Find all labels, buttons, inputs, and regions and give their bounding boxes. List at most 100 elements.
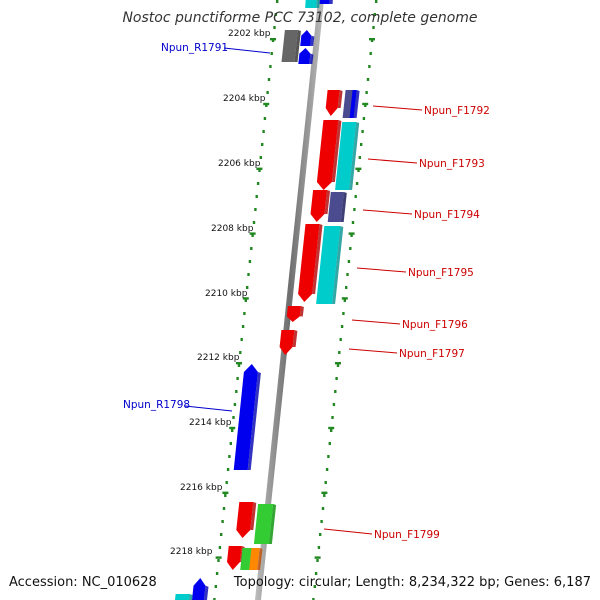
track-tick bbox=[236, 362, 242, 365]
red-gene-shade bbox=[337, 90, 343, 108]
accession-text: Accession: NC_010628 bbox=[9, 575, 157, 590]
track-dot bbox=[250, 247, 253, 250]
track-dot bbox=[358, 156, 361, 159]
green-gene bbox=[253, 504, 274, 544]
cyan-gene bbox=[316, 226, 341, 304]
red-gene bbox=[227, 546, 242, 570]
track-dot bbox=[274, 13, 277, 16]
blue-gene-shade bbox=[353, 90, 360, 118]
track-dot bbox=[258, 169, 261, 172]
label-leaders bbox=[184, 47, 423, 535]
track-dot bbox=[340, 325, 344, 328]
track-dot bbox=[231, 429, 234, 432]
track-dot bbox=[331, 416, 334, 419]
track-dot bbox=[373, 13, 376, 16]
tick-label: 2216 kbp bbox=[180, 483, 223, 493]
tick-labels: 2202 kbp 2204 kbp 2206 kbp 2208 kbp 2210… bbox=[170, 29, 271, 557]
track-tick bbox=[369, 38, 375, 41]
track-dot bbox=[270, 52, 273, 55]
track-dot bbox=[375, 0, 378, 3]
track-dot bbox=[370, 39, 374, 42]
purple-gene-shade bbox=[340, 192, 347, 222]
track-dot bbox=[247, 273, 250, 276]
track-tick bbox=[242, 297, 249, 300]
red-gene-shade bbox=[250, 502, 257, 530]
track-dot bbox=[350, 234, 353, 237]
gene-label-npun-f1796: Npun_F1796 bbox=[402, 319, 468, 331]
track-dot bbox=[244, 299, 247, 302]
track-dot bbox=[338, 351, 341, 354]
gray-gene-shade bbox=[294, 30, 301, 62]
track-dot bbox=[224, 494, 227, 497]
track-dot bbox=[214, 585, 217, 588]
track-dot bbox=[320, 520, 323, 523]
track-dot bbox=[271, 39, 275, 42]
cyan-gene bbox=[175, 594, 190, 600]
tick-label: 2214 kbp bbox=[189, 418, 232, 428]
track-dot bbox=[246, 286, 249, 289]
tick-label: 2212 kbp bbox=[197, 353, 240, 363]
track-dot bbox=[217, 559, 220, 562]
track-dot bbox=[220, 533, 223, 536]
green-gene bbox=[240, 548, 252, 570]
track-tick bbox=[328, 426, 335, 430]
track-dot bbox=[235, 390, 238, 393]
track-dot bbox=[319, 533, 322, 536]
track-dot bbox=[240, 338, 243, 341]
leader-line bbox=[362, 209, 413, 215]
track-tick bbox=[270, 38, 276, 41]
green-gene-shade bbox=[268, 504, 277, 544]
blue-gene bbox=[349, 90, 357, 118]
orange-gene bbox=[249, 548, 260, 570]
track-dot bbox=[276, 0, 279, 3]
track-tick bbox=[321, 491, 328, 494]
track-dot bbox=[213, 598, 216, 600]
track-dot bbox=[259, 156, 262, 159]
track-dot bbox=[321, 507, 325, 510]
track-dot bbox=[313, 585, 316, 588]
tick-label: 2218 kbp bbox=[170, 547, 213, 557]
gene-label-npun-f1797: Npun_F1797 bbox=[399, 348, 465, 360]
leader-line bbox=[223, 47, 271, 54]
red-gene-shade bbox=[312, 224, 323, 294]
cyan-gene bbox=[335, 122, 357, 190]
track-dot bbox=[266, 91, 269, 94]
red-gene bbox=[316, 120, 339, 190]
leader-line bbox=[351, 319, 401, 325]
track-dot bbox=[263, 117, 267, 120]
track-dot bbox=[332, 403, 336, 406]
track-dot bbox=[237, 364, 241, 367]
red-gene bbox=[325, 90, 340, 116]
red-gene bbox=[279, 330, 295, 355]
track-dot bbox=[314, 572, 318, 575]
leader-line bbox=[367, 158, 418, 164]
blue-gene-shade bbox=[329, 0, 333, 4]
gene-label-npun-f1799: Npun_F1799 bbox=[374, 529, 440, 541]
track-dot bbox=[364, 104, 367, 107]
right-dotted-track bbox=[312, 0, 378, 600]
track-tick bbox=[348, 232, 355, 235]
track-dot bbox=[254, 208, 257, 211]
cyan-gene-shade bbox=[349, 122, 360, 190]
track-dot bbox=[346, 273, 349, 276]
gray-gene bbox=[281, 30, 298, 62]
track-tick bbox=[249, 232, 256, 235]
gene-labels: Npun_R1791 Npun_F1792 Npun_F1793 Npun_F1… bbox=[123, 42, 490, 541]
track-dot bbox=[354, 195, 357, 198]
track-dot bbox=[248, 260, 252, 263]
track-tick bbox=[256, 167, 263, 170]
track-dot bbox=[355, 182, 359, 185]
red-gene bbox=[286, 306, 301, 322]
cyan-gene-shade bbox=[332, 226, 344, 304]
track-dot bbox=[261, 143, 264, 146]
track-dot bbox=[349, 247, 352, 250]
track-dot bbox=[324, 481, 327, 484]
gene-label-npun-r1798: Npun_R1798 bbox=[123, 399, 190, 411]
track-dot bbox=[323, 494, 326, 497]
cyan-gene-shade bbox=[189, 594, 193, 600]
track-dot bbox=[239, 351, 242, 354]
leader-line bbox=[372, 105, 423, 111]
blue-gene bbox=[192, 578, 206, 600]
track-dot bbox=[347, 260, 351, 263]
track-dot bbox=[336, 364, 340, 367]
